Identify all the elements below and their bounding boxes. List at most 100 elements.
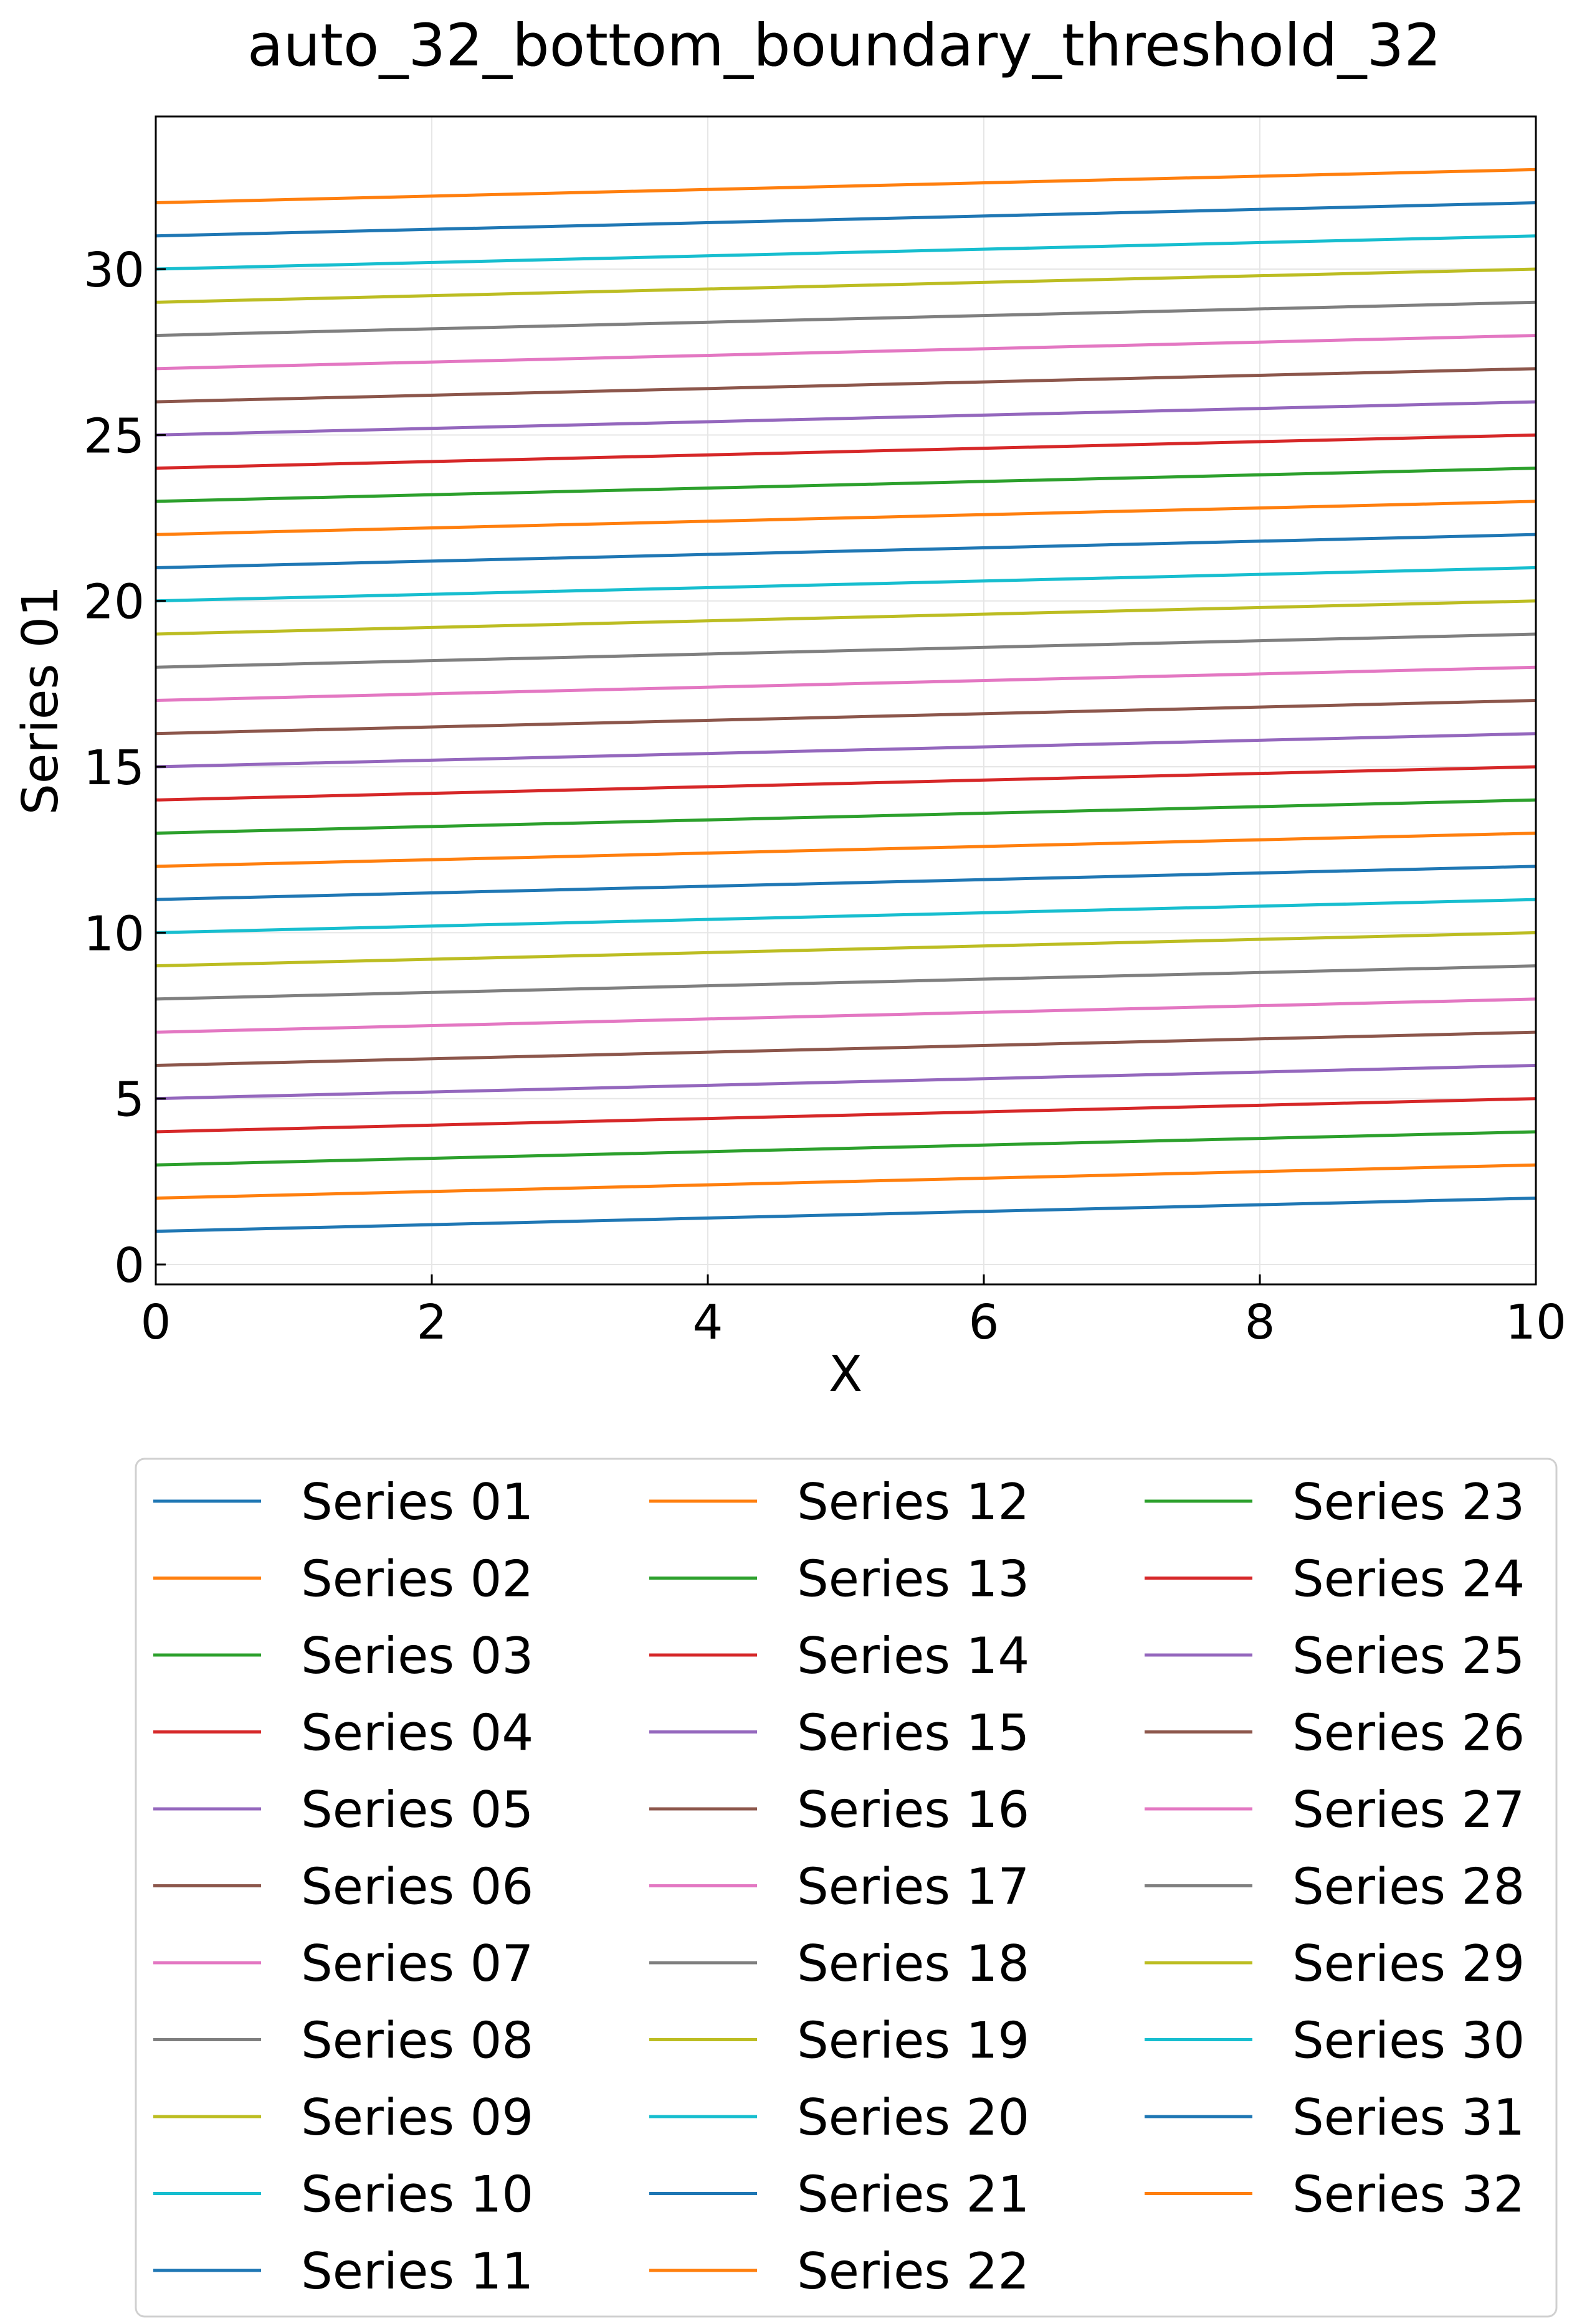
- legend-item: Series 25: [1145, 1627, 1525, 1685]
- legend-label: Series 32: [1292, 2166, 1525, 2224]
- legend-label: Series 17: [797, 1858, 1029, 1916]
- legend-label: Series 20: [797, 2089, 1029, 2146]
- legend-label: Series 18: [797, 1935, 1029, 1993]
- legend-item: Series 02: [153, 1550, 533, 1608]
- legend-label: Series 14: [797, 1627, 1029, 1685]
- series-line-06: [155, 1030, 1537, 1067]
- legend-item: Series 06: [153, 1858, 533, 1916]
- legend-label: Series 23: [1292, 1473, 1525, 1531]
- legend-label: Series 16: [797, 1781, 1029, 1839]
- series-line-29: [155, 267, 1537, 304]
- legend-item: Series 28: [1145, 1858, 1525, 1916]
- legend-item: Series 32: [1145, 2166, 1525, 2224]
- series-line-11: [155, 865, 1537, 901]
- y-axis-label: Series 01: [12, 586, 69, 815]
- y-tick-label: 25: [83, 409, 145, 464]
- x-tick-label: 4: [693, 1295, 723, 1350]
- legend: Series 01 Series 02 Series 03 Series 04 Seri…: [135, 1458, 1558, 2318]
- legend-item: Series 13: [649, 1550, 1029, 1608]
- legend-label: Series 11: [301, 2242, 533, 2300]
- legend-item: Series 27: [1145, 1781, 1525, 1839]
- legend-label: Series 31: [1292, 2089, 1525, 2146]
- series-line-15: [155, 732, 1537, 769]
- series-line-09: [155, 931, 1537, 968]
- legend-label: Series 03: [301, 1627, 533, 1685]
- x-axis: 0 2 4 6 8 10: [141, 1274, 1566, 1350]
- legend-label: Series 06: [301, 1858, 533, 1916]
- legend-label: Series 26: [1292, 1704, 1525, 1762]
- legend-label: Series 25: [1292, 1627, 1525, 1685]
- series-line-05: [155, 1063, 1537, 1101]
- legend-item: Series 15: [649, 1704, 1029, 1762]
- legend-item: Series 17: [649, 1858, 1029, 1916]
- y-axis: 0 5 10 15 20 25 30: [83, 243, 166, 1294]
- y-tick-label: 20: [83, 575, 145, 630]
- series-line-02: [155, 1163, 1537, 1200]
- legend-item: Series 26: [1145, 1704, 1525, 1762]
- legend-item: Series 23: [1145, 1473, 1525, 1531]
- legend-label: Series 12: [797, 1473, 1029, 1531]
- legend-item: Series 16: [649, 1781, 1029, 1839]
- legend-label: Series 15: [797, 1704, 1029, 1762]
- series-line-07: [155, 997, 1537, 1034]
- series-line-01: [155, 1197, 1537, 1233]
- chart-title: auto_32_bottom_boundary_threshold_32: [247, 12, 1441, 80]
- series-line-10: [155, 898, 1537, 934]
- legend-label: Series 04: [301, 1704, 533, 1762]
- series-line-16: [155, 699, 1537, 736]
- legend-label: Series 27: [1292, 1781, 1525, 1839]
- x-axis-label: X: [829, 1345, 862, 1403]
- legend-item: Series 19: [649, 2012, 1029, 2070]
- legend-box: [135, 1458, 1558, 2318]
- legend-item: Series 18: [649, 1935, 1029, 1993]
- series-line-30: [155, 234, 1537, 271]
- legend-label: Series 08: [301, 2012, 533, 2070]
- series-line-13: [155, 798, 1537, 835]
- legend-label: Series 07: [301, 1935, 533, 1993]
- legend-items: Series 01 Series 02 Series 03 Series 04 Seri…: [153, 1473, 1525, 2300]
- legend-label: Series 13: [797, 1550, 1029, 1608]
- series-line-08: [155, 964, 1537, 1001]
- legend-item: Series 01: [153, 1473, 533, 1531]
- legend-label: Series 21: [797, 2166, 1029, 2224]
- series-line-22: [155, 500, 1537, 536]
- series-line-28: [155, 300, 1537, 338]
- y-tick-label: 30: [83, 243, 145, 298]
- legend-item: Series 09: [153, 2089, 533, 2146]
- series-line-19: [155, 599, 1537, 636]
- legend-label: Series 29: [1292, 1935, 1525, 1993]
- legend-item: Series 10: [153, 2166, 533, 2224]
- x-tick-label: 10: [1505, 1295, 1566, 1350]
- y-tick-label: 0: [114, 1238, 145, 1294]
- legend-item: Series 22: [649, 2242, 1029, 2300]
- series-line-18: [155, 632, 1537, 669]
- x-tick-label: 2: [417, 1295, 447, 1350]
- legend-label: Series 24: [1292, 1550, 1525, 1608]
- legend-item: Series 14: [649, 1627, 1029, 1685]
- legend-label: Series 05: [301, 1781, 533, 1839]
- legend-label: Series 01: [301, 1473, 533, 1531]
- series-line-21: [155, 533, 1537, 569]
- legend-item: Series 30: [1145, 2012, 1525, 2070]
- legend-item: Series 12: [649, 1473, 1029, 1531]
- legend-item: Series 24: [1145, 1550, 1525, 1608]
- series-line-20: [155, 566, 1537, 603]
- legend-item: Series 31: [1145, 2089, 1525, 2146]
- legend-item: Series 04: [153, 1704, 533, 1762]
- legend-item: Series 08: [153, 2012, 533, 2070]
- legend-item: Series 03: [153, 1627, 533, 1685]
- legend-item: Series 20: [649, 2089, 1029, 2146]
- legend-label: Series 10: [301, 2166, 533, 2224]
- legend-item: Series 07: [153, 1935, 533, 1993]
- legend-label: Series 30: [1292, 2012, 1525, 2070]
- series-line-25: [155, 400, 1537, 437]
- legend-item: Series 11: [153, 2242, 533, 2300]
- x-tick-label: 6: [969, 1295, 999, 1350]
- series-line-14: [155, 765, 1537, 802]
- series-line-03: [155, 1130, 1537, 1167]
- x-tick-label: 0: [141, 1295, 171, 1350]
- legend-item: Series 21: [649, 2166, 1029, 2224]
- y-tick-label: 5: [114, 1073, 145, 1128]
- legend-label: Series 09: [301, 2089, 533, 2146]
- series-line-12: [155, 832, 1537, 868]
